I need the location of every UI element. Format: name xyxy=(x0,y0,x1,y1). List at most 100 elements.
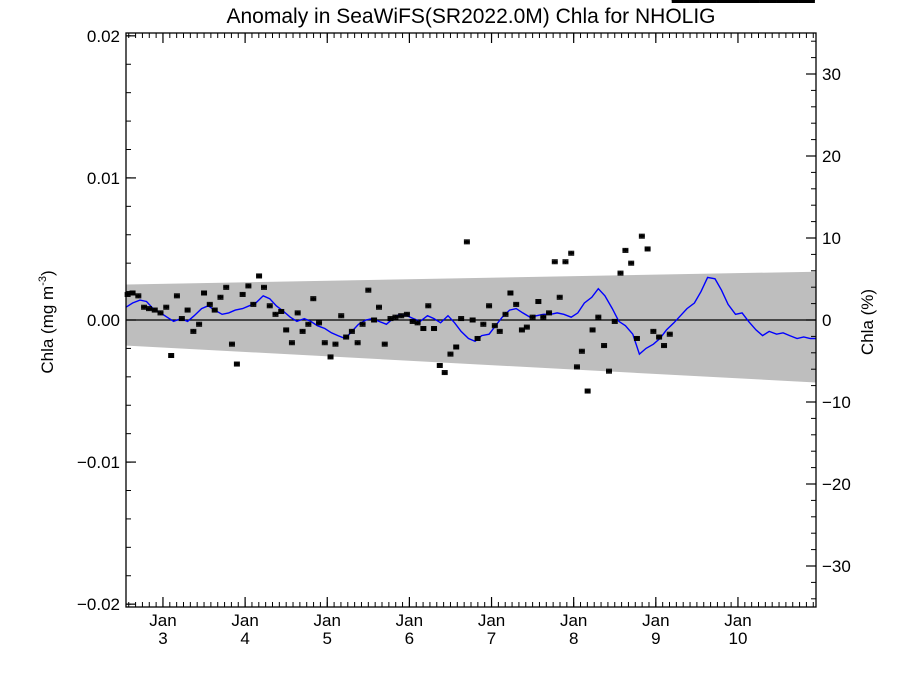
anomaly-point-marker xyxy=(562,260,569,264)
x-tick-label-month: Jan xyxy=(149,611,176,630)
anomaly-point xyxy=(173,293,180,299)
anomaly-point-marker xyxy=(803,0,810,3)
anomaly-point-marker xyxy=(650,329,657,333)
anomaly-point xyxy=(704,0,711,3)
anomaly-point-marker xyxy=(611,319,618,323)
anomaly-point xyxy=(414,320,421,326)
anomaly-point-marker xyxy=(141,305,148,309)
anomaly-point xyxy=(568,250,575,256)
anomaly-point-marker xyxy=(491,324,498,328)
anomaly-point-marker xyxy=(217,295,224,299)
anomaly-point xyxy=(699,0,706,3)
anomaly-point xyxy=(710,0,717,3)
uncertainty-band xyxy=(126,271,816,383)
anomaly-point-marker xyxy=(704,0,711,3)
left-y-axis-label-close: ) xyxy=(38,270,57,276)
anomaly-point xyxy=(540,314,547,320)
anomaly-point xyxy=(338,313,345,319)
anomaly-point xyxy=(196,321,203,327)
left-y-tick-label: 0.02 xyxy=(87,27,120,46)
anomaly-point xyxy=(808,0,815,3)
anomaly-point-marker xyxy=(628,261,635,265)
anomaly-point xyxy=(562,259,569,265)
anomaly-point xyxy=(551,259,558,265)
anomaly-point-marker xyxy=(617,271,624,275)
anomaly-point-marker xyxy=(233,362,240,366)
anomaly-point-marker xyxy=(716,0,723,3)
anomaly-point xyxy=(589,327,596,333)
anomaly-point-marker xyxy=(305,322,312,326)
anomaly-point xyxy=(650,328,657,334)
anomaly-point-marker xyxy=(601,344,608,348)
x-tick-label-month: Jan xyxy=(231,611,258,630)
left-y-axis-label-superscript: -3 xyxy=(37,276,49,286)
anomaly-point-marker xyxy=(146,307,152,311)
anomaly-point xyxy=(480,321,487,327)
anomaly-point xyxy=(463,239,470,245)
anomaly-point-marker xyxy=(316,321,323,325)
anomaly-point-marker xyxy=(321,341,328,345)
anomaly-point-marker xyxy=(770,0,777,3)
anomaly-point-marker xyxy=(573,365,580,369)
anomaly-point xyxy=(211,307,218,313)
x-tick-label-year: 9 xyxy=(651,629,660,648)
anomaly-point xyxy=(305,321,312,327)
anomaly-point-marker xyxy=(463,240,470,244)
left-y-axis: −0.02 −0.01 0.00 0.01 0.02 xyxy=(77,27,136,614)
anomaly-point-marker xyxy=(283,328,290,332)
anomaly-point xyxy=(677,0,684,3)
anomaly-point-marker xyxy=(135,294,142,298)
anomaly-point xyxy=(178,316,185,322)
x-tick-label-month: Jan xyxy=(724,611,751,630)
x-tick-label-year: 10 xyxy=(729,629,748,648)
anomaly-point xyxy=(190,328,197,334)
anomaly-point xyxy=(354,340,361,346)
anomaly-point xyxy=(753,0,760,3)
anomaly-point-marker xyxy=(278,309,285,313)
anomaly-point xyxy=(693,0,700,3)
anomaly-point xyxy=(486,303,493,309)
anomaly-point xyxy=(584,388,591,394)
anomaly-point-marker xyxy=(343,335,350,339)
anomaly-point-marker xyxy=(376,305,382,309)
anomaly-point xyxy=(458,316,465,322)
anomaly-point xyxy=(573,364,580,370)
anomaly-point-marker xyxy=(196,322,203,326)
anomaly-point xyxy=(803,0,810,3)
anomaly-point-marker xyxy=(792,0,799,3)
anomaly-point xyxy=(491,323,498,329)
x-tick-label-year: 3 xyxy=(158,629,167,648)
anomaly-point-marker xyxy=(327,355,334,359)
anomaly-point-marker xyxy=(332,342,339,346)
x-tick-label-month: Jan xyxy=(314,611,341,630)
anomaly-point-marker xyxy=(546,311,553,315)
anomaly-point xyxy=(376,304,382,310)
right-y-tick-label: −30 xyxy=(822,557,851,576)
anomaly-point xyxy=(256,273,263,279)
anomaly-point-marker xyxy=(458,317,465,321)
anomaly-point xyxy=(223,284,230,290)
anomaly-point-marker xyxy=(359,322,366,326)
anomaly-point-marker xyxy=(398,314,405,318)
anomaly-point xyxy=(294,310,301,316)
anomaly-point xyxy=(135,293,142,299)
anomaly-point xyxy=(163,304,170,310)
anomaly-point xyxy=(447,351,454,357)
anomaly-point xyxy=(776,0,783,3)
anomaly-point xyxy=(578,348,585,354)
anomaly-point xyxy=(595,314,602,320)
anomaly-point xyxy=(272,311,279,317)
anomaly-point xyxy=(392,314,399,320)
anomaly-point xyxy=(644,246,651,252)
anomaly-point xyxy=(316,320,323,326)
smoothed-anomaly-line xyxy=(125,276,816,356)
anomaly-point xyxy=(502,311,509,317)
anomaly-point xyxy=(453,344,460,350)
right-y-tick-label: −20 xyxy=(822,475,851,494)
anomaly-point-marker xyxy=(535,300,542,304)
anomaly-point xyxy=(398,313,405,319)
smoothed-anomaly-layer xyxy=(125,276,816,356)
anomaly-point xyxy=(359,321,366,327)
